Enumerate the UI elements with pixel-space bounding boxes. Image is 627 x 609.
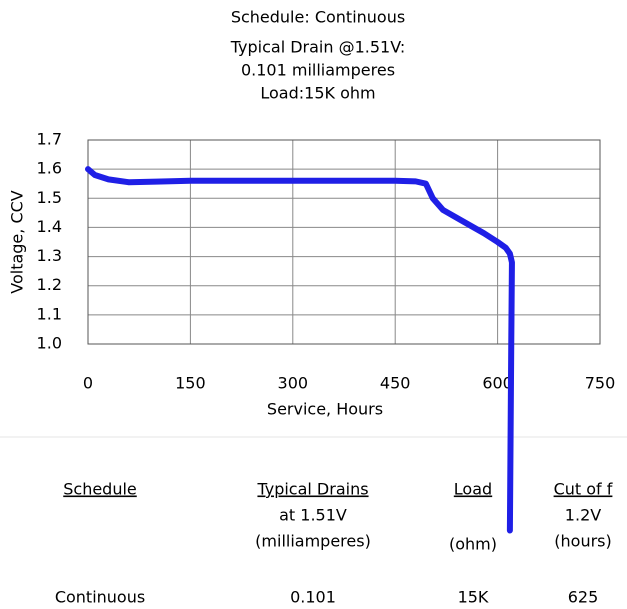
- table-header: Typical Drains: [256, 480, 368, 499]
- y-tick-label: 1.7: [37, 130, 62, 149]
- table-subheader: at 1.51V: [279, 506, 347, 525]
- table-subheader: (hours): [554, 532, 611, 551]
- table-cell: 625: [568, 588, 599, 607]
- x-tick-label: 450: [380, 374, 411, 393]
- table-cell: 0.101: [290, 588, 336, 607]
- title-line: 0.101 milliamperes: [241, 61, 395, 80]
- table-cell: 15K: [458, 588, 489, 607]
- title-line: Load:15K ohm: [260, 84, 375, 103]
- table-subheader: (milliamperes): [255, 532, 371, 551]
- x-tick-label: 300: [278, 374, 309, 393]
- y-tick-label: 1.6: [37, 159, 62, 178]
- plot-border: [87, 139, 601, 345]
- table-cell: Continuous: [55, 588, 145, 607]
- data-line: [85, 166, 515, 534]
- y-tick-label: 1.1: [37, 304, 62, 323]
- x-tick-label: 600: [482, 374, 513, 393]
- y-axis-label: Voltage, CCV: [8, 190, 27, 294]
- y-tick-label: 1.0: [37, 334, 62, 353]
- y-tick-label: 1.3: [37, 246, 62, 265]
- table-subheader: 1.2V: [565, 506, 601, 525]
- y-tick-label: 1.4: [37, 217, 62, 236]
- x-tick-label: 150: [175, 374, 206, 393]
- y-tick-label: 1.5: [37, 188, 62, 207]
- title-line: Typical Drain @1.51V:: [230, 38, 406, 57]
- table-subheader: (ohm): [449, 535, 497, 554]
- x-axis-label: Service, Hours: [267, 400, 383, 419]
- table-header: Cut of f: [554, 480, 613, 499]
- table-header: Load: [454, 480, 492, 499]
- x-tick-label: 750: [585, 374, 616, 393]
- x-tick-label: 0: [83, 374, 93, 393]
- y-tick-label: 1.2: [37, 275, 62, 294]
- title-line: Schedule: Continuous: [231, 8, 405, 27]
- table-header: Schedule: [63, 480, 137, 499]
